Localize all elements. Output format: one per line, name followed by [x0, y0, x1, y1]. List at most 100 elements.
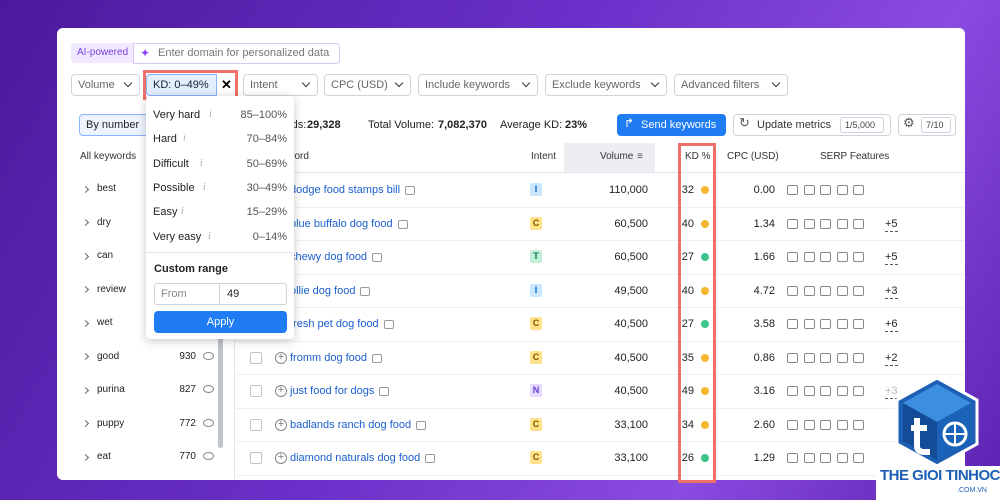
kd: 26 — [681, 452, 694, 464]
icon — [836, 453, 848, 463]
icon — [803, 319, 815, 329]
filter-label: Advanced filters — [681, 79, 760, 91]
row-divider — [235, 307, 965, 308]
serp-more[interactable]: +6 — [885, 318, 898, 332]
column-header[interactable]: CPC (USD) — [727, 151, 779, 162]
serp-more[interactable]: +2 — [885, 351, 898, 366]
icon — [820, 185, 831, 195]
filter-button[interactable] — [71, 74, 140, 96]
kd-option[interactable]: Easy — [153, 206, 178, 219]
apply-button[interactable] — [154, 311, 287, 333]
sidebar-item[interactable]: best — [97, 183, 116, 194]
keyword-link[interactable]: diamond naturals dog food — [290, 452, 421, 464]
sidebar-count: 827 — [179, 384, 196, 395]
kd: 27 — [681, 251, 694, 263]
volume-count: 7,082,370 — [438, 119, 487, 131]
info-icon: i — [203, 181, 206, 193]
view-label: By number — [86, 119, 140, 131]
filter-button[interactable] — [243, 74, 318, 96]
kd-option[interactable]: Possible — [153, 181, 195, 194]
icon — [853, 185, 864, 195]
kd-option[interactable]: Very hard — [153, 109, 201, 121]
keyword-link[interactable]: chewy dog food — [290, 251, 368, 263]
filter-button[interactable] — [674, 74, 788, 96]
serp-more[interactable]: +5 — [885, 251, 898, 265]
sidebar-item[interactable]: dry — [97, 216, 111, 228]
icon — [787, 252, 798, 262]
filter-button[interactable] — [324, 74, 411, 96]
eye-icon — [203, 418, 214, 427]
filter-clear[interactable]: ✕ — [216, 74, 236, 96]
serp-more[interactable]: +5 — [885, 217, 898, 232]
row-checkbox[interactable] — [250, 418, 262, 431]
domain-input[interactable] — [133, 43, 340, 64]
kd-option[interactable]: Hard — [153, 133, 177, 146]
filter-label: Include keywords — [425, 79, 510, 91]
header-bottom — [234, 172, 965, 173]
row-checkbox[interactable] — [250, 351, 262, 364]
sidebar-item[interactable]: wet — [97, 317, 113, 328]
icon — [836, 419, 848, 430]
icon — [820, 453, 831, 463]
column-header[interactable]: SERP Features — [820, 151, 890, 162]
settings-count-box — [921, 117, 951, 133]
kd-option[interactable]: Very easy — [153, 230, 202, 243]
send-button[interactable] — [617, 114, 726, 136]
icon — [836, 386, 848, 396]
to-input[interactable] — [219, 283, 287, 305]
filter-button[interactable] — [418, 74, 538, 96]
icon — [787, 419, 798, 430]
keyword-link[interactable]: ollie dog food — [290, 284, 356, 297]
cpc: 3.16 — [753, 385, 775, 397]
sidebar-item[interactable]: purina — [97, 384, 125, 395]
column-header[interactable]: Intent — [531, 151, 557, 162]
keyword-link[interactable]: dodge food stamps bill — [290, 184, 401, 196]
column-header[interactable]: Volume — [600, 151, 634, 162]
keyword-link[interactable]: fresh pet dog food — [290, 318, 379, 330]
icon — [836, 252, 848, 262]
icon — [398, 219, 408, 229]
volume: 33,100 — [614, 452, 648, 464]
icon — [803, 185, 815, 195]
icon — [853, 218, 864, 229]
sidebar-item[interactable]: good — [97, 350, 120, 362]
icon — [803, 386, 815, 396]
intent-badge: I — [530, 283, 542, 297]
eye-icon — [203, 385, 214, 393]
settings-button[interactable] — [898, 114, 956, 136]
volume: 49,500 — [614, 284, 648, 297]
keyword-link[interactable]: just food for dogs — [290, 385, 375, 397]
column-header[interactable]: KD % — [685, 151, 711, 162]
icon — [803, 218, 815, 229]
keyword-link[interactable]: fromm dog food — [290, 351, 368, 364]
keyword-link[interactable]: badlands ranch dog food — [290, 418, 412, 431]
domain-placeholder: Enter domain for personalized data — [158, 47, 330, 59]
icon — [853, 453, 864, 463]
icon — [803, 453, 815, 463]
send-label: Send keywords — [641, 119, 717, 131]
icon — [803, 252, 815, 262]
kd-option[interactable]: Difficult — [153, 157, 189, 170]
from-placeholder: From — [161, 288, 187, 300]
icon — [836, 185, 848, 195]
sidebar-item[interactable]: puppy — [97, 417, 125, 429]
sidebar-count: 770 — [179, 451, 196, 462]
kd-dot — [701, 219, 709, 228]
serp-more[interactable]: +3 — [885, 284, 898, 299]
serp-more[interactable]: +3 — [885, 385, 898, 399]
row-divider — [235, 474, 965, 476]
filter-button[interactable] — [545, 74, 667, 96]
row-checkbox[interactable] — [250, 452, 262, 464]
icon — [820, 319, 831, 329]
sidebar-item[interactable]: review — [97, 283, 126, 295]
update-button[interactable] — [733, 114, 891, 136]
settings-count: 7/10 — [926, 120, 944, 130]
sidebar-item[interactable]: eat — [97, 451, 111, 462]
kd-column-highlight — [678, 143, 716, 483]
keyword-link[interactable]: blue buffalo dog food — [290, 217, 393, 230]
icon — [836, 352, 848, 363]
info-icon: i — [181, 206, 184, 218]
sidebar-item[interactable]: can — [97, 250, 114, 261]
gear: ⚙ — [903, 115, 915, 130]
row-checkbox[interactable] — [250, 385, 262, 397]
